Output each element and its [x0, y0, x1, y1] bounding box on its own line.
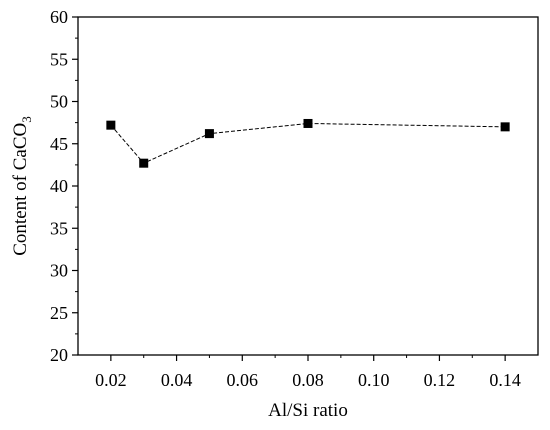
- y-axis-title-text: Content of CaCO: [10, 123, 31, 256]
- y-tick-label: 30: [50, 261, 68, 281]
- x-tick-label: 0.04: [161, 370, 193, 390]
- y-tick-label: 45: [50, 134, 68, 154]
- y-tick-label: 25: [50, 303, 68, 323]
- x-tick-label: 0.06: [227, 370, 259, 390]
- y-tick-label: 35: [50, 218, 68, 238]
- x-axis-title: Al/Si ratio: [268, 400, 348, 421]
- y-tick-label: 60: [50, 7, 68, 27]
- x-axis-ticks: 0.02 0.04 0.06 0.08 0.10 0.12 0.14: [95, 355, 521, 390]
- y-tick-label: 50: [50, 92, 68, 112]
- x-tick-label: 0.12: [424, 370, 456, 390]
- data-point-marker: [303, 118, 313, 128]
- x-tick-label: 0.14: [489, 370, 521, 390]
- plot-area-frame: [77, 16, 539, 356]
- data-point-marker: [500, 122, 510, 132]
- y-axis-title-subscript: 3: [19, 116, 34, 123]
- series-layer: [106, 118, 510, 168]
- series-line: [110, 122, 506, 164]
- x-tick-label: 0.08: [292, 370, 324, 390]
- x-tick-label: 0.02: [95, 370, 127, 390]
- y-axis-ticks: 20 25 30 35 40 45 50 55 60: [50, 7, 78, 365]
- data-point-marker: [139, 158, 149, 168]
- data-point-marker: [106, 120, 116, 130]
- y-tick-label: 40: [50, 176, 68, 196]
- x-tick-label: 0.10: [358, 370, 390, 390]
- y-tick-label: 55: [50, 49, 68, 69]
- data-point-marker: [204, 129, 214, 139]
- y-axis-title: Content of CaCO3: [10, 116, 34, 256]
- y-tick-label: 20: [50, 345, 68, 365]
